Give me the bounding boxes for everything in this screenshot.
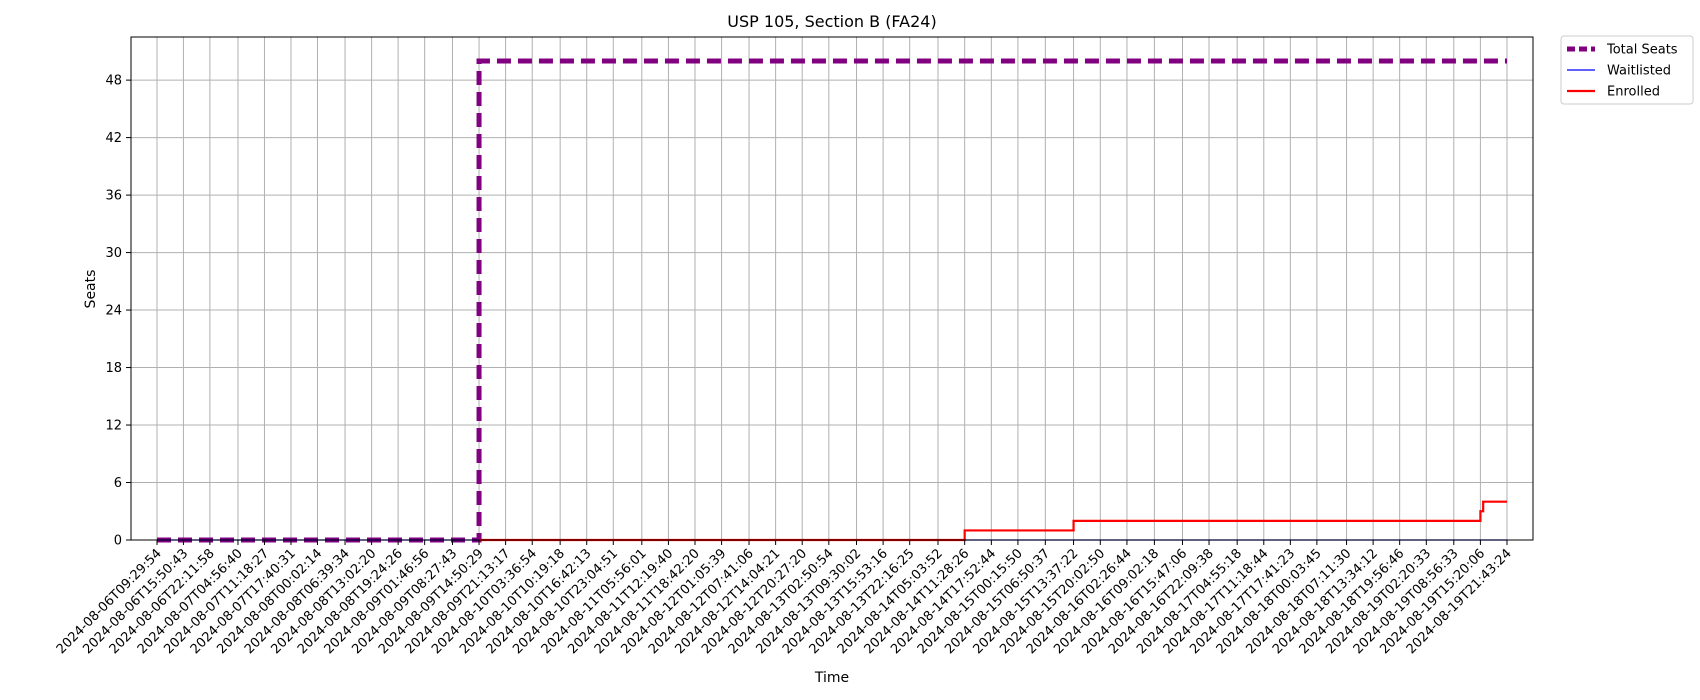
plot-frame [130, 36, 1534, 541]
grid [131, 37, 1533, 541]
y-axis-label: Seats [83, 270, 99, 309]
legend-label: Enrolled [1607, 85, 1660, 100]
y-tick-label: 24 [105, 304, 122, 319]
y-tick-label: 18 [105, 361, 122, 376]
legend: Total Seats Waitlisted Enrolled [1560, 35, 1694, 105]
y-tick-label: 36 [105, 189, 122, 204]
y-tick-label: 0 [114, 534, 122, 549]
legend-box [1560, 35, 1694, 105]
series-enrolled-line [479, 500, 1507, 542]
y-axis: 0 6 12 18 24 30 36 42 48 [105, 74, 131, 549]
x-axis-label: Time [814, 670, 849, 686]
chart-title: USP 105, Section B (FA24) [727, 12, 936, 31]
y-tick-label: 48 [105, 74, 122, 89]
series-total-seats-line [157, 58, 1507, 543]
y-tick-label: 12 [105, 419, 122, 434]
legend-label: Waitlisted [1607, 64, 1671, 79]
legend-label: Total Seats [1606, 43, 1678, 58]
y-tick-label: 6 [114, 476, 122, 491]
y-tick-label: 42 [105, 131, 122, 146]
series-layer [157, 58, 1507, 543]
x-axis: 2024-08-06T09:29:542024-08-06T15:50:4320… [54, 540, 1515, 657]
y-tick-label: 30 [105, 246, 122, 261]
